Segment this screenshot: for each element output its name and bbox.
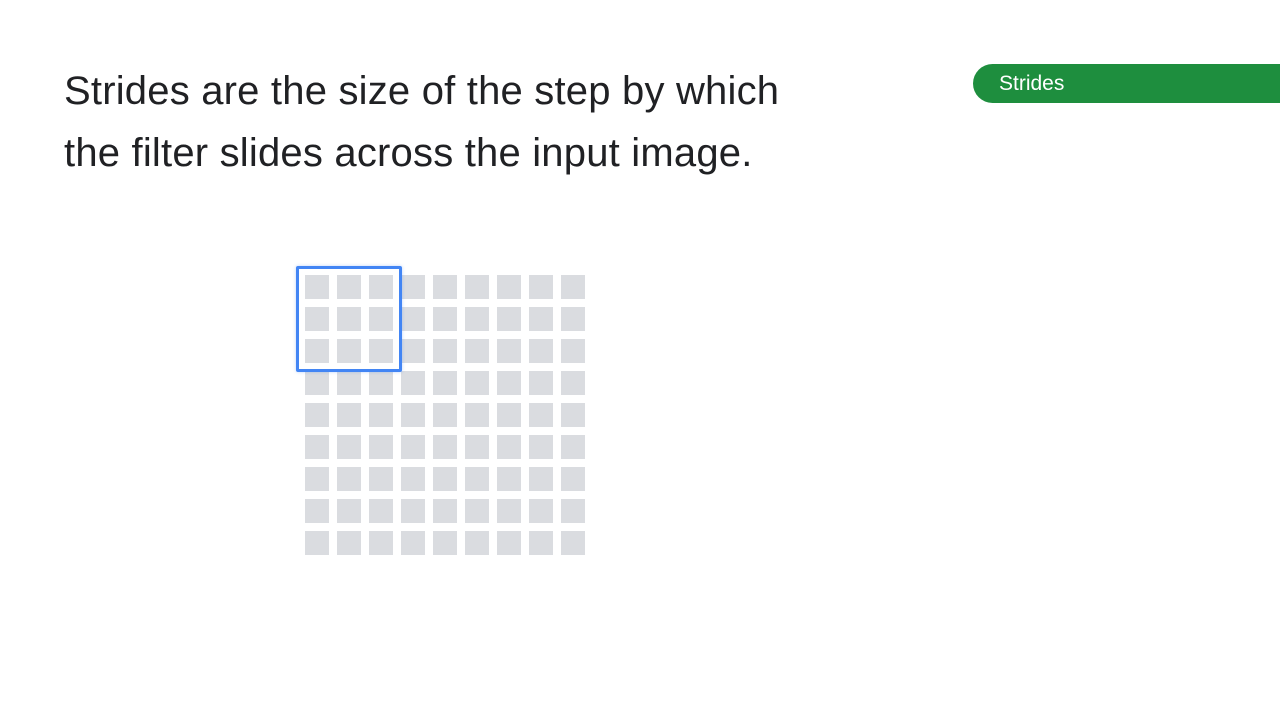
grid-cell xyxy=(305,467,329,491)
grid-cell xyxy=(465,467,489,491)
section-tag: Strides xyxy=(973,64,1280,103)
grid-cell xyxy=(529,307,553,331)
grid-cell xyxy=(529,467,553,491)
input-image-grid xyxy=(305,275,585,555)
grid-cell xyxy=(305,499,329,523)
grid-cell xyxy=(465,339,489,363)
grid-cell xyxy=(369,467,393,491)
section-tag-label: Strides xyxy=(999,71,1065,95)
grid-cell xyxy=(561,467,585,491)
grid-cell xyxy=(433,531,457,555)
grid-cell xyxy=(465,371,489,395)
grid-cell xyxy=(305,339,329,363)
title-line-2: the filter slides across the input image… xyxy=(64,131,753,175)
grid-cell xyxy=(401,403,425,427)
grid-cell xyxy=(401,467,425,491)
grid-cell xyxy=(433,339,457,363)
grid-cell xyxy=(529,531,553,555)
stride-diagram xyxy=(296,266,589,559)
grid-cell xyxy=(369,531,393,555)
grid-cell xyxy=(529,371,553,395)
grid-cell xyxy=(433,371,457,395)
grid-cell xyxy=(369,403,393,427)
grid-cell xyxy=(369,307,393,331)
grid-cell xyxy=(369,371,393,395)
grid-cell xyxy=(305,275,329,299)
grid-cell xyxy=(561,275,585,299)
grid-cell xyxy=(305,403,329,427)
grid-cell xyxy=(561,403,585,427)
grid-cell xyxy=(305,307,329,331)
slide-title: Strides are the size of the step by whic… xyxy=(64,60,924,184)
grid-cell xyxy=(401,435,425,459)
grid-cell xyxy=(305,371,329,395)
grid-cell xyxy=(433,499,457,523)
grid-cell xyxy=(401,275,425,299)
grid-cell xyxy=(369,499,393,523)
grid-cell xyxy=(497,435,521,459)
grid-cell xyxy=(305,531,329,555)
grid-cell xyxy=(497,371,521,395)
grid-cell xyxy=(465,275,489,299)
grid-cell xyxy=(433,275,457,299)
grid-cell xyxy=(561,339,585,363)
grid-cell xyxy=(369,435,393,459)
grid-cell xyxy=(529,499,553,523)
grid-cell xyxy=(497,307,521,331)
grid-cell xyxy=(561,435,585,459)
grid-cell xyxy=(529,275,553,299)
grid-cell xyxy=(465,531,489,555)
grid-cell xyxy=(337,403,361,427)
grid-cell xyxy=(337,435,361,459)
grid-cell xyxy=(433,435,457,459)
grid-cell xyxy=(401,531,425,555)
grid-cell xyxy=(561,371,585,395)
grid-cell xyxy=(337,467,361,491)
grid-cell xyxy=(433,403,457,427)
grid-cell xyxy=(465,307,489,331)
grid-cell xyxy=(337,307,361,331)
grid-cell xyxy=(337,275,361,299)
grid-cell xyxy=(401,339,425,363)
grid-cell xyxy=(401,307,425,331)
grid-cell xyxy=(497,275,521,299)
grid-cell xyxy=(465,435,489,459)
grid-cell xyxy=(497,403,521,427)
grid-cell xyxy=(337,499,361,523)
grid-cell xyxy=(401,371,425,395)
grid-cell xyxy=(497,467,521,491)
grid-cell xyxy=(337,371,361,395)
grid-cell xyxy=(561,499,585,523)
grid-cell xyxy=(561,531,585,555)
grid-cell xyxy=(337,531,361,555)
grid-cell xyxy=(305,435,329,459)
grid-cell xyxy=(465,403,489,427)
grid-cell xyxy=(369,339,393,363)
grid-cell xyxy=(465,499,489,523)
grid-cell xyxy=(401,499,425,523)
grid-cell xyxy=(497,339,521,363)
grid-cell xyxy=(497,531,521,555)
grid-cell xyxy=(369,275,393,299)
grid-cell xyxy=(529,339,553,363)
grid-cell xyxy=(497,499,521,523)
grid-cell xyxy=(433,467,457,491)
grid-cell xyxy=(529,435,553,459)
grid-cell xyxy=(433,307,457,331)
grid-cell xyxy=(337,339,361,363)
grid-cell xyxy=(529,403,553,427)
title-line-1: Strides are the size of the step by whic… xyxy=(64,69,780,113)
filter-window xyxy=(296,266,402,372)
grid-cell xyxy=(561,307,585,331)
